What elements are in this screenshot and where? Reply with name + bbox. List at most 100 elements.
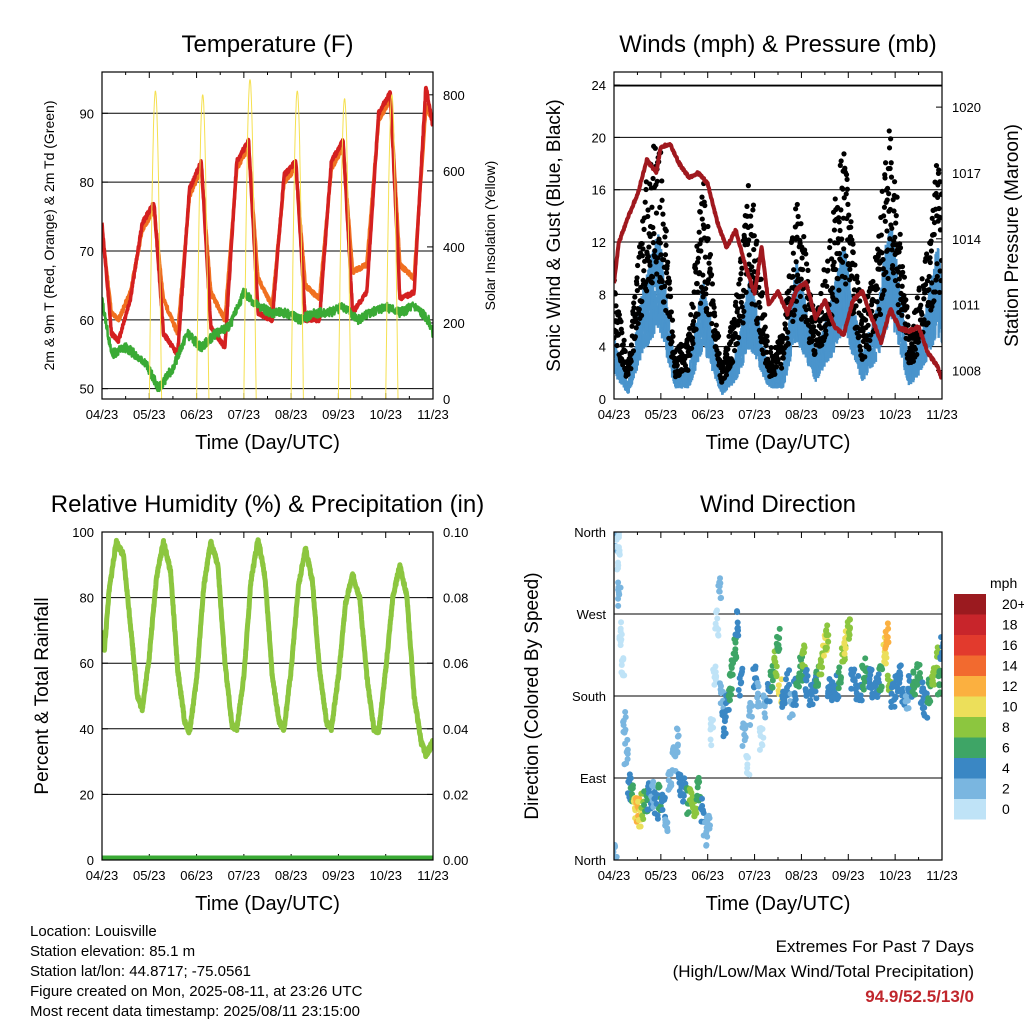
direction-point	[792, 696, 799, 703]
direction-point	[716, 588, 723, 595]
wind-point	[692, 348, 695, 359]
gust-point	[616, 312, 622, 318]
gust-point	[667, 294, 674, 300]
y-tick-label-temperature-1: 60	[80, 313, 94, 328]
direction-point	[927, 698, 934, 705]
direction-point	[802, 676, 809, 683]
wind-point	[830, 340, 834, 352]
gust-point	[622, 348, 628, 354]
gust-point	[758, 276, 764, 282]
gust-point	[905, 314, 911, 320]
gust-point	[636, 306, 642, 312]
direction-point	[844, 623, 851, 630]
x-tick-label-winds-1: 05/23	[645, 407, 678, 422]
direction-point	[712, 620, 719, 627]
gust-point	[702, 202, 708, 209]
gust-point	[939, 191, 942, 197]
direction-point	[712, 663, 719, 670]
direction-point	[853, 681, 860, 688]
gust-point	[805, 317, 811, 324]
direction-point	[936, 682, 942, 689]
gust-point	[914, 295, 920, 301]
direction-point	[919, 679, 926, 686]
gust-point	[905, 322, 911, 328]
legend-title: mph	[990, 575, 1017, 591]
direction-point	[734, 608, 741, 615]
wind-point	[841, 255, 845, 281]
gust-point	[645, 253, 651, 260]
gust-point	[689, 335, 696, 341]
direction-point	[836, 664, 843, 671]
y-tick-label-winds-2: 8	[599, 287, 606, 302]
gust-point	[754, 320, 760, 327]
wind-point	[850, 342, 854, 355]
direction-point	[825, 638, 832, 645]
gust-point	[837, 227, 843, 234]
y-right-axis-label-winds: Station Pressure (Maroon)	[1002, 124, 1023, 347]
direction-point	[793, 680, 800, 687]
wind-point	[836, 313, 839, 330]
direction-point	[856, 694, 863, 701]
gust-point	[803, 251, 809, 257]
gust-point	[810, 333, 816, 339]
gust-point	[874, 285, 881, 292]
gust-point	[841, 195, 847, 201]
legend-label-6: 8	[1002, 719, 1010, 735]
gust-point	[893, 213, 899, 219]
y-tick-label-wind_direction-4: North	[574, 525, 606, 540]
gust-point	[705, 236, 711, 242]
wind-point	[904, 343, 908, 355]
gust-point	[712, 313, 718, 319]
gust-point	[645, 207, 651, 213]
wind-point	[844, 256, 847, 281]
gust-point	[748, 223, 754, 229]
wind-point	[627, 388, 631, 393]
direction-point	[615, 586, 622, 593]
wind-point	[917, 367, 920, 376]
y-tick-label-humidity-5: 100	[72, 525, 94, 540]
gust-point	[836, 219, 842, 225]
wind-point	[664, 286, 667, 307]
gust-point	[895, 302, 901, 308]
gust-point	[650, 240, 656, 246]
y-right-tick-label-winds-1: 1011	[952, 298, 980, 313]
gust-point	[843, 191, 849, 197]
gust-point	[757, 304, 763, 310]
wind-point	[878, 341, 881, 354]
gust-point	[889, 225, 895, 231]
gust-point	[665, 259, 671, 265]
direction-point	[934, 644, 941, 651]
gust-point	[641, 226, 647, 232]
wind-point	[635, 343, 639, 355]
direction-point	[875, 671, 882, 678]
gust-point	[843, 281, 849, 287]
x-tick-label-temperature-3: 07/23	[228, 407, 261, 422]
gust-point	[888, 174, 895, 180]
direction-point	[726, 697, 733, 704]
y-right-tick-label-winds-3: 1017	[952, 166, 981, 181]
y-right-tick-label-winds-2: 1014	[952, 232, 981, 247]
gust-point	[688, 345, 695, 351]
gust-point	[884, 197, 890, 203]
direction-point	[835, 685, 842, 692]
gust-point	[790, 250, 796, 256]
extremes-box: Extremes For Past 7 Days (High/Low/Max W…	[673, 934, 974, 1009]
wind-point	[763, 350, 767, 361]
plot-area-winds	[614, 128, 942, 395]
gust-point	[904, 303, 910, 310]
wind-point	[805, 336, 808, 349]
direction-point	[897, 662, 904, 669]
wind-point	[638, 343, 641, 356]
gust-point	[835, 240, 841, 246]
wind-point	[696, 351, 700, 362]
gust-point	[839, 259, 846, 265]
direction-point	[939, 634, 942, 641]
direction-point	[800, 649, 807, 656]
direction-point	[732, 631, 739, 638]
wind-point	[785, 367, 788, 376]
direction-point	[874, 694, 881, 701]
gust-point	[659, 197, 665, 203]
direction-point	[618, 662, 625, 669]
direction-point	[756, 746, 763, 753]
wind-point	[630, 377, 634, 384]
